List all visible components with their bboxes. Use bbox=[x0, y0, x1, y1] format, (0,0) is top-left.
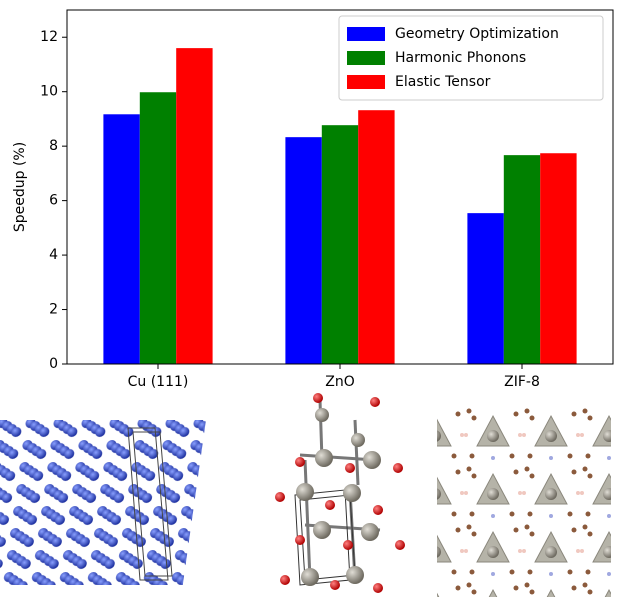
y-tick-label: 4 bbox=[49, 247, 58, 263]
bar bbox=[103, 114, 140, 364]
bar bbox=[540, 153, 577, 364]
bar bbox=[321, 125, 359, 364]
legend-swatch bbox=[347, 27, 385, 41]
y-tick-label: 12 bbox=[40, 29, 58, 45]
legend-swatch bbox=[347, 51, 385, 65]
y-tick-label: 6 bbox=[49, 193, 58, 209]
zno-structure bbox=[275, 393, 405, 593]
y-tick-label: 2 bbox=[49, 302, 58, 318]
legend-label: Elastic Tensor bbox=[395, 74, 491, 90]
y-axis-label: Speedup (%) bbox=[12, 142, 28, 232]
x-tick-label: Cu (111) bbox=[128, 374, 189, 390]
bar bbox=[467, 213, 504, 364]
axes-frame bbox=[66, 9, 614, 365]
bar bbox=[358, 110, 395, 364]
legend-box bbox=[338, 15, 604, 101]
legend-label: Harmonic Phonons bbox=[395, 50, 526, 66]
x-tick-label: ZnO bbox=[325, 374, 354, 390]
bar bbox=[176, 48, 213, 364]
zif-structure bbox=[437, 405, 611, 597]
y-tick-label: 8 bbox=[49, 138, 58, 154]
cu-structure bbox=[0, 420, 206, 585]
x-tick-label: ZIF-8 bbox=[504, 374, 540, 390]
plot: 0 2 4 6 8 10 12 Cu (111) ZnO ZIF-8 Geometry Optimi… bbox=[40, 9, 614, 390]
legend-swatch bbox=[347, 75, 385, 89]
legend-label: Geometry Optimization bbox=[395, 26, 559, 42]
bar bbox=[139, 92, 177, 364]
bar bbox=[503, 155, 541, 364]
y-tick-label: 10 bbox=[40, 84, 58, 100]
y-tick-label: 0 bbox=[49, 356, 58, 372]
bar bbox=[285, 137, 322, 364]
